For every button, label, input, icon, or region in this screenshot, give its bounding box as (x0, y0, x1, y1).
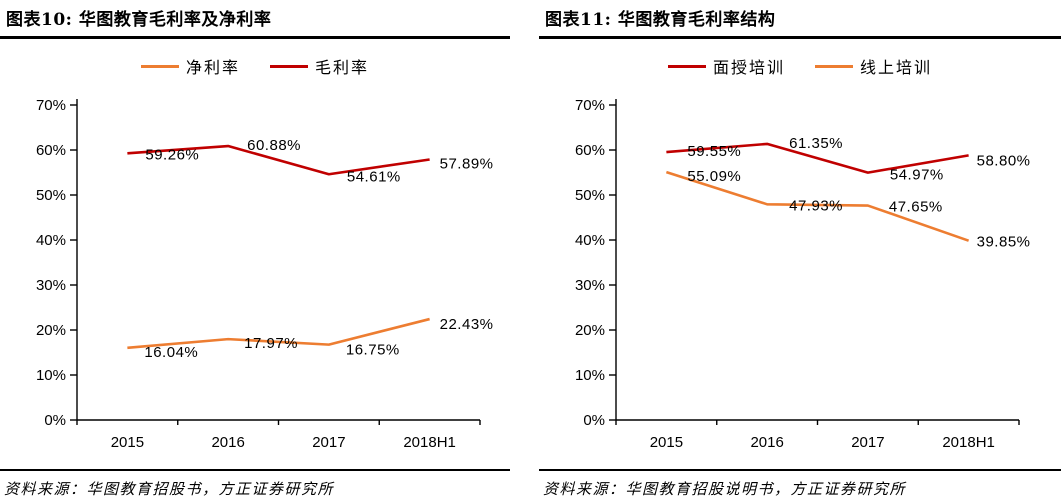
y-tick-label: 0% (44, 412, 66, 429)
legend-figure-10: 净利率 毛利率 (0, 54, 510, 78)
x-tick-label: 2016 (750, 434, 783, 451)
chart-card-figure-10: 图表10: 华图教育毛利率及净利率 净利率 毛利率 0% 10% 20% 30% 40% 5… (0, 2, 510, 499)
x-tick-label: 2015 (111, 434, 144, 451)
y-tick-label: 10% (575, 367, 605, 384)
data-point-label: 54.97% (890, 167, 944, 184)
y-tick-label: 70% (575, 97, 605, 114)
y-tick-label: 0% (583, 412, 605, 429)
legend-line-swatch (815, 64, 853, 68)
source-note-figure-10: 资料来源：华图教育招股书，方正证券研究所 (0, 469, 510, 499)
data-point-label: 60.88% (247, 137, 301, 154)
y-tick-label: 60% (575, 142, 605, 159)
chart-card-figure-11: 图表11: 华图教育毛利率结构 面授培训 线上培训 0% 10% 20% 30% 40% 5… (539, 2, 1061, 499)
y-tick-label: 70% (36, 97, 66, 114)
data-point-label: 59.55% (687, 143, 741, 160)
y-tick-label: 20% (575, 322, 605, 339)
data-point-label: 16.75% (346, 342, 400, 359)
legend-label: 线上培训 (860, 58, 933, 77)
legend-label: 面授培训 (712, 58, 785, 77)
x-tick-label: 2015 (650, 434, 683, 451)
data-point-label: 16.04% (144, 344, 198, 361)
data-point-label: 47.93% (789, 197, 843, 214)
legend-line-swatch (270, 64, 308, 68)
line-chart-figure-10: 0% 10% 20% 30% 40% 50% 60% 70% 2015 2016 2017 2018H… (36, 97, 494, 451)
series-line-0 (666, 142, 969, 174)
legend-item-1: 毛利率 (270, 54, 369, 78)
series-line-1 (127, 144, 430, 176)
data-point-label: 58.80% (977, 152, 1031, 169)
legend-item-1: 线上培训 (815, 54, 932, 78)
data-point-label: 59.26% (145, 146, 199, 163)
data-point-label: 39.85% (977, 234, 1031, 251)
y-tick-label: 20% (36, 322, 66, 339)
x-tick-label: 2016 (211, 434, 244, 451)
chart-title-figure-11: 图表11: 华图教育毛利率结构 (539, 2, 1061, 39)
y-tick-label: 40% (575, 232, 605, 249)
y-tick-label: 30% (36, 277, 66, 294)
legend-figure-11: 面授培训 线上培训 (539, 54, 1061, 78)
legend-item-0: 净利率 (140, 54, 240, 78)
y-tick-label: 40% (36, 232, 66, 249)
line-chart-figure-11: 0% 10% 20% 30% 40% 50% 60% 70% 2015 2016 2017 2018H… (575, 97, 1031, 451)
series-line-1 (665, 170, 970, 242)
data-point-label: 61.35% (789, 135, 843, 152)
data-point-label: 54.61% (347, 168, 401, 185)
data-point-label: 57.89% (440, 155, 494, 172)
legend-line-swatch (667, 64, 706, 68)
data-point-label: 47.65% (889, 199, 943, 216)
legend-line-swatch (140, 64, 179, 68)
legend-label: 净利率 (185, 58, 240, 77)
y-tick-label: 10% (36, 367, 66, 384)
chart-title-figure-10: 图表10: 华图教育毛利率及净利率 (0, 2, 510, 39)
x-tick-label: 2017 (312, 434, 345, 451)
data-point-label: 17.97% (244, 335, 298, 352)
data-point-label: 22.43% (440, 316, 494, 333)
x-tick-label: 2018H1 (403, 434, 456, 451)
y-tick-label: 30% (575, 277, 605, 294)
x-tick-label: 2017 (851, 434, 884, 451)
y-tick-label: 60% (36, 142, 66, 159)
legend-item-0: 面授培训 (667, 54, 785, 78)
source-note-figure-11: 资料来源：华图教育招股说明书，方正证券研究所 (539, 469, 1061, 499)
y-tick-label: 50% (36, 187, 66, 204)
legend-label: 毛利率 (315, 58, 370, 77)
x-tick-label: 2018H1 (942, 434, 995, 451)
y-tick-label: 50% (575, 187, 605, 204)
data-point-label: 55.09% (687, 168, 741, 185)
series-line-0 (127, 317, 430, 350)
